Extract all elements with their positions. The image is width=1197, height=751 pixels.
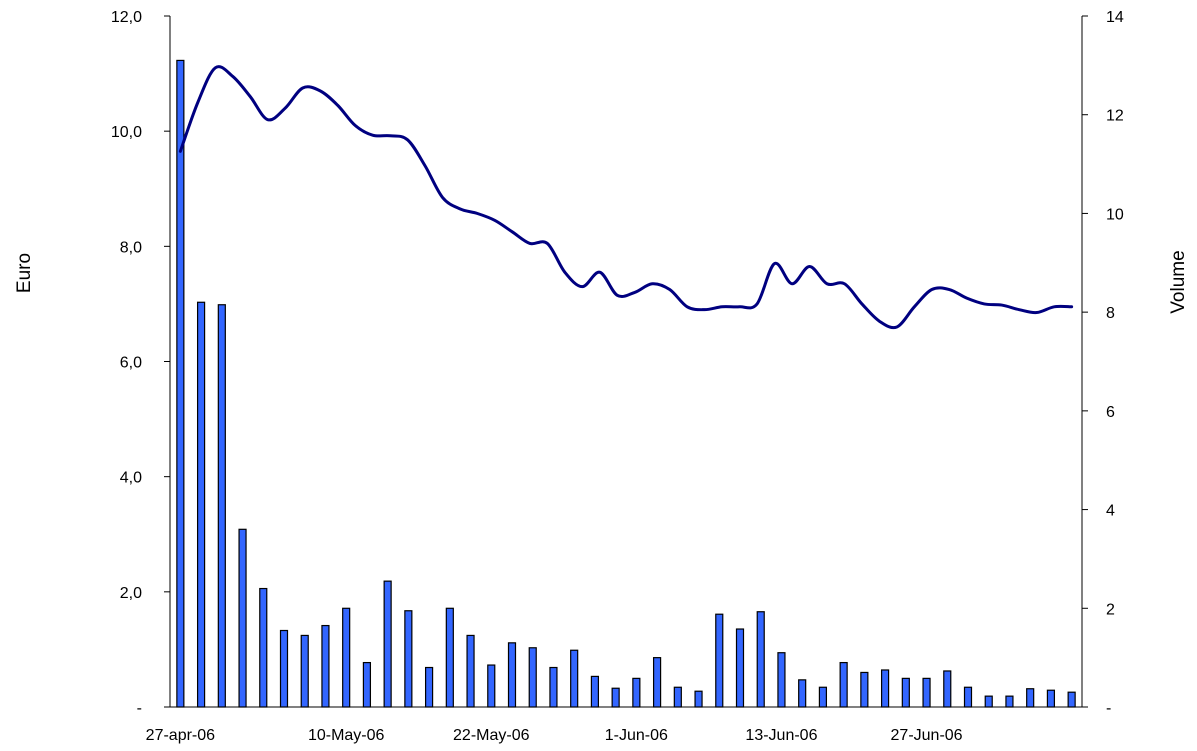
volume-bar [715, 613, 724, 708]
volume-bar [735, 628, 745, 708]
volume-bar [839, 661, 848, 708]
volume-bar-series [176, 59, 1076, 708]
right-tick-label: - [1106, 700, 1111, 717]
volume-bar [445, 607, 454, 708]
right-tick-label: 8 [1106, 305, 1115, 322]
left-tick-label: 4,0 [120, 470, 142, 487]
left-tick-label: 6,0 [120, 355, 142, 372]
volume-bar [1026, 688, 1035, 708]
left-axis-ticks: - 2,0 4,0 6,0 8,0 10,0 12,0 [111, 9, 170, 717]
x-tick-label: 13-Jun-06 [745, 727, 817, 744]
volume-bar [943, 670, 952, 708]
volume-bar [404, 610, 413, 708]
right-tick-label: 10 [1106, 206, 1124, 223]
volume-bar [963, 686, 973, 708]
right-tick-label: 4 [1106, 503, 1115, 520]
volume-bar [362, 661, 372, 708]
left-tick-label: 12,0 [111, 9, 142, 26]
volume-bar [300, 634, 309, 708]
volume-bar [528, 647, 537, 708]
volume-bar [176, 59, 185, 708]
volume-bar [880, 669, 890, 708]
x-tick-label: 1-Jun-06 [605, 727, 668, 744]
volume-bar [694, 690, 703, 708]
volume-bar [1046, 689, 1056, 708]
left-tick-label: 8,0 [120, 239, 142, 256]
volume-bar [466, 634, 475, 708]
volume-bar [818, 686, 828, 708]
volume-bar [1005, 695, 1014, 708]
volume-bar [549, 666, 558, 708]
x-axis-ticks: 27-apr-06 10-May-06 22-May-06 1-Jun-06 13-Ju… [146, 727, 963, 744]
volume-bar [487, 664, 496, 708]
volume-bar [507, 642, 517, 708]
volume-bar [259, 587, 268, 708]
volume-bar [652, 657, 662, 708]
volume-bar [238, 528, 247, 708]
right-axis-title: Volume [1168, 250, 1189, 313]
price-line-series [178, 65, 1074, 330]
volume-bar [196, 301, 206, 708]
right-axis-ticks: - 2 4 6 8 10 12 14 [1082, 9, 1124, 717]
volume-bar [590, 675, 600, 708]
x-tick-label: 10-May-06 [308, 727, 385, 744]
volume-bar [570, 649, 579, 708]
right-tick-label: 12 [1106, 108, 1124, 125]
volume-bar [756, 611, 765, 708]
volume-bar [217, 304, 226, 708]
left-tick-label: 10,0 [111, 124, 142, 141]
volume-bar [798, 679, 807, 708]
volume-bar [673, 686, 682, 708]
left-tick-label: - [137, 700, 142, 717]
axes [169, 16, 1083, 708]
right-tick-label: 14 [1106, 9, 1124, 26]
volume-bar [342, 607, 351, 708]
volume-bar [424, 666, 434, 708]
right-tick-label: 6 [1106, 404, 1115, 421]
volume-bar [632, 677, 641, 708]
volume-bar [984, 695, 993, 708]
volume-bar [279, 629, 289, 708]
x-tick-label: 27-apr-06 [146, 727, 215, 744]
volume-bar [860, 671, 869, 708]
volume-bar [901, 677, 910, 708]
x-tick-label: 22-May-06 [453, 727, 530, 744]
volume-bar [321, 624, 330, 708]
left-tick-label: 2,0 [120, 585, 142, 602]
volume-bar [383, 580, 392, 708]
volume-bar [1067, 691, 1076, 708]
volume-bar [777, 652, 786, 708]
x-tick-label: 27-Jun-06 [891, 727, 963, 744]
right-tick-label: 2 [1106, 601, 1115, 618]
left-axis-title: Euro [14, 253, 35, 293]
price-line [178, 65, 1074, 330]
volume-bar [611, 687, 620, 708]
volume-bar [922, 677, 931, 708]
